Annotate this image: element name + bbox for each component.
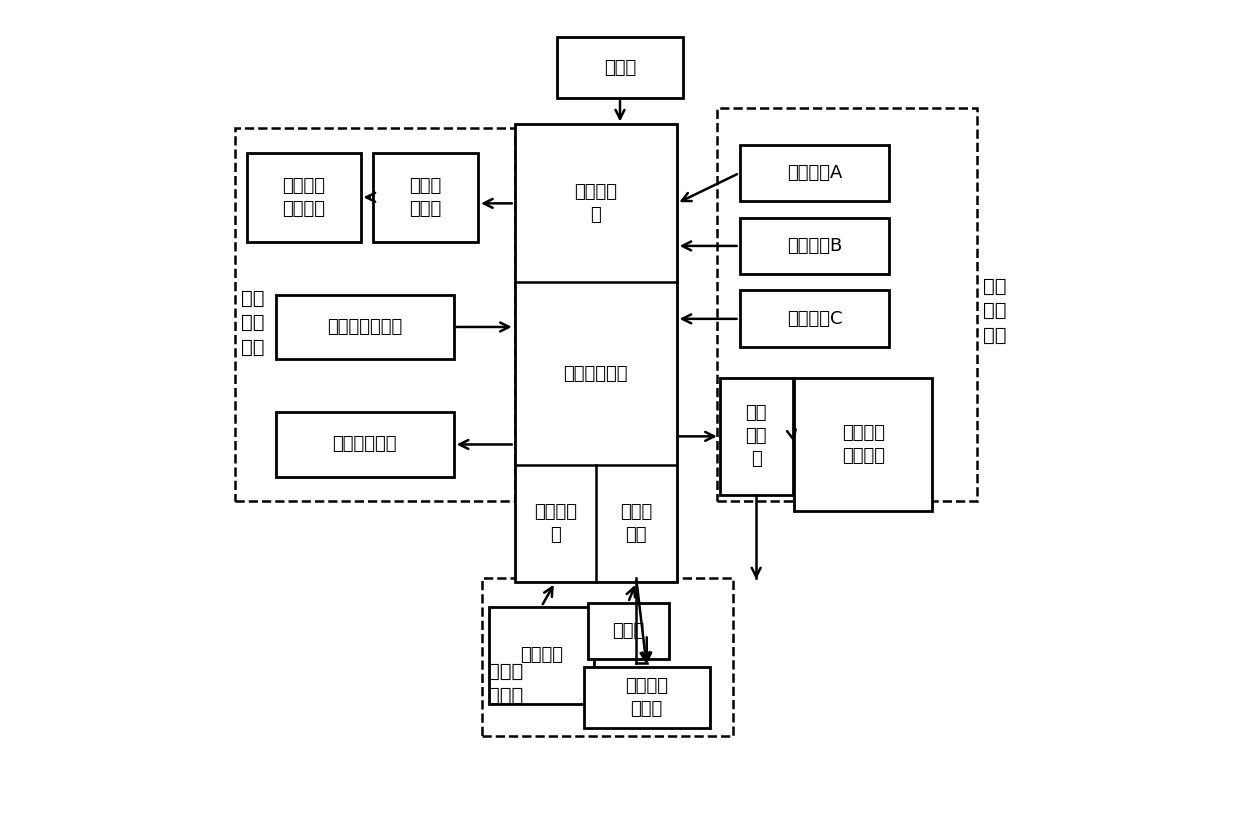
Bar [719, 378, 792, 495]
Bar [795, 378, 932, 512]
Text: 触摸屏: 触摸屏 [604, 59, 636, 77]
Bar [275, 412, 454, 477]
Text: 磁性开关C: 磁性开关C [786, 310, 842, 328]
Text: 磁性开关A: 磁性开关A [787, 164, 842, 182]
Text: 取苗
控制
系统: 取苗 控制 系统 [983, 277, 1007, 344]
Bar [557, 38, 683, 98]
Bar [489, 606, 594, 704]
Bar [275, 295, 454, 359]
Bar [247, 153, 361, 242]
Text: 高速计
数器: 高速计 数器 [620, 503, 652, 544]
Text: 步进电
机驱动: 步进电 机驱动 [409, 177, 441, 218]
Bar [739, 218, 889, 274]
Bar [588, 602, 668, 659]
Bar [584, 667, 709, 728]
Bar [739, 144, 889, 202]
Text: 移箱
控制
系统: 移箱 控制 系统 [241, 289, 264, 357]
Bar [236, 128, 515, 501]
Bar [482, 579, 734, 736]
Text: 磁性开关B: 磁性开关B [787, 237, 842, 255]
Bar [373, 153, 479, 242]
Text: 丢苗控
制系统: 丢苗控 制系统 [487, 662, 523, 705]
Text: 穴盘位置传感器: 穴盘位置传感器 [327, 318, 402, 336]
Text: 穴盘计数
器: 穴盘计数 器 [574, 183, 618, 224]
Bar [717, 109, 977, 501]
Text: 横向移盘气缸: 横向移盘气缸 [332, 436, 397, 454]
Bar [515, 124, 677, 583]
Text: 取苗爪开
合气缸: 取苗爪开 合气缸 [625, 677, 668, 718]
Text: 信号
放大
器: 信号 放大 器 [745, 405, 766, 468]
Text: 编码器: 编码器 [613, 622, 645, 640]
Text: 光电开关: 光电开关 [520, 646, 563, 664]
Text: 可编程控制器: 可编程控制器 [563, 365, 627, 383]
Text: 纵向移盘
步进电机: 纵向移盘 步进电机 [283, 177, 325, 218]
Text: 门型取苗
翻转气缸: 门型取苗 翻转气缸 [842, 424, 884, 465]
Bar [739, 290, 889, 348]
Text: 苗杯计数
器: 苗杯计数 器 [533, 503, 577, 544]
